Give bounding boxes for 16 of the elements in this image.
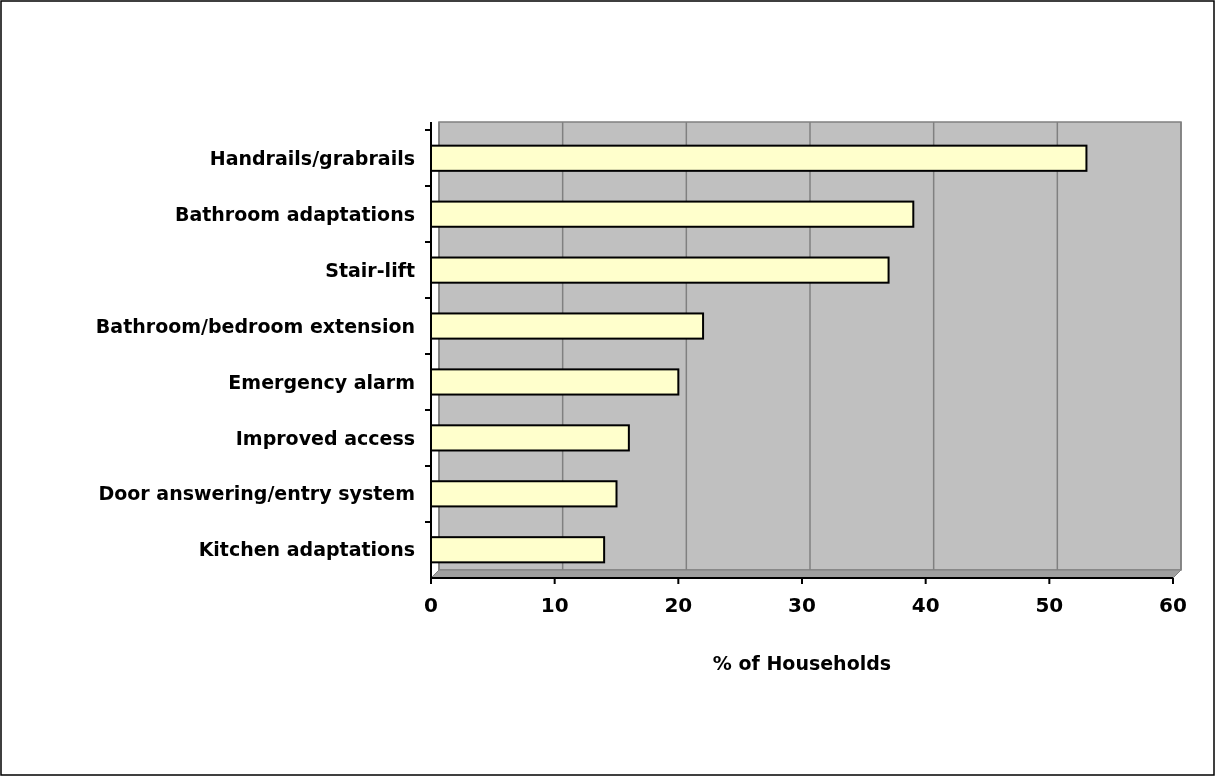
y-tick-label: Door answering/entry system — [98, 482, 415, 505]
y-tick-label: Handrails/grabrails — [209, 146, 415, 169]
y-tick-label: Improved access — [235, 426, 415, 449]
x-tick-label: 20 — [664, 593, 693, 617]
x-tick-label: 0 — [424, 593, 438, 617]
x-axis-title: % of Households — [712, 652, 892, 674]
x-tick-label: 40 — [911, 593, 940, 617]
y-tick-label: Bathroom/bedroom extension — [95, 314, 415, 337]
y-tick-label: Bathroom adaptations — [174, 202, 415, 225]
x-tick-label: 10 — [540, 593, 569, 617]
y-tick-label: Emergency alarm — [228, 370, 415, 393]
x-tick-label: 50 — [1035, 593, 1064, 617]
x-tick-label: 30 — [788, 593, 816, 617]
x-tick-label: 60 — [1159, 593, 1187, 617]
y-tick-label: Kitchen adaptations — [198, 538, 415, 561]
y-tick-label: Stair-lift — [325, 258, 415, 281]
